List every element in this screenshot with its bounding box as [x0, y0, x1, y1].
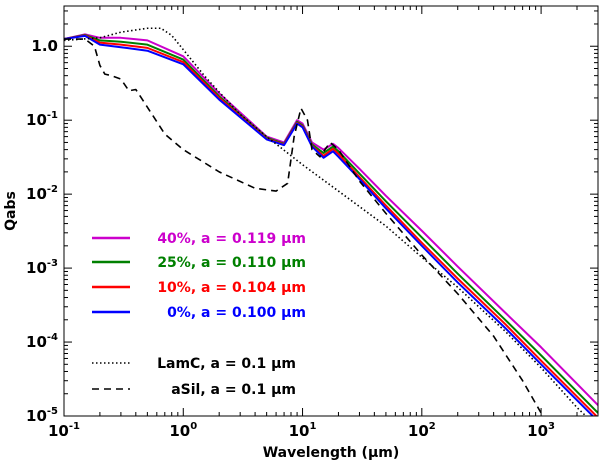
legend-label-40-a-0-119-m: 40%, a = 0.119 μm: [157, 231, 306, 247]
x-tick-label: 103: [527, 421, 555, 440]
x-tick-label: 102: [408, 421, 436, 440]
plot-frame: [63, 5, 599, 417]
y-axis-label: Qabs: [3, 191, 19, 231]
legend-label-25-a-0-110-m: 25%, a = 0.110 μm: [157, 255, 306, 271]
legend-label-10-a-0-104-m: 10%, a = 0.104 μm: [157, 280, 306, 296]
y-tick-label: 10-1: [26, 110, 58, 129]
y-tick-label: 10-4: [26, 332, 58, 351]
x-tick-label: 101: [289, 421, 317, 440]
legend-label-asil-a-0-1-m: aSil, a = 0.1 μm: [171, 382, 296, 398]
y-tick-label: 10-3: [26, 258, 58, 277]
x-tick-label: 10-1: [48, 421, 80, 440]
series-line-0-a-0-100-m: [64, 34, 595, 416]
y-tick-label: 10-2: [26, 184, 58, 203]
x-tick-label: 100: [169, 421, 197, 440]
legend-label-0-a-0-100-m: 0%, a = 0.100 μm: [167, 305, 306, 321]
series-line-asil-a-0-1-m: [64, 38, 544, 416]
series-line-lamc-a-0-1-m: [64, 27, 588, 416]
plot-area: [64, 6, 598, 416]
x-axis-label: Wavelength (μm): [263, 445, 400, 461]
legend-label-lamc-a-0-1-m: LamC, a = 0.1 μm: [157, 356, 296, 372]
y-tick-label: 1.0: [31, 37, 58, 55]
y-tick-label: 10-5: [26, 406, 58, 425]
